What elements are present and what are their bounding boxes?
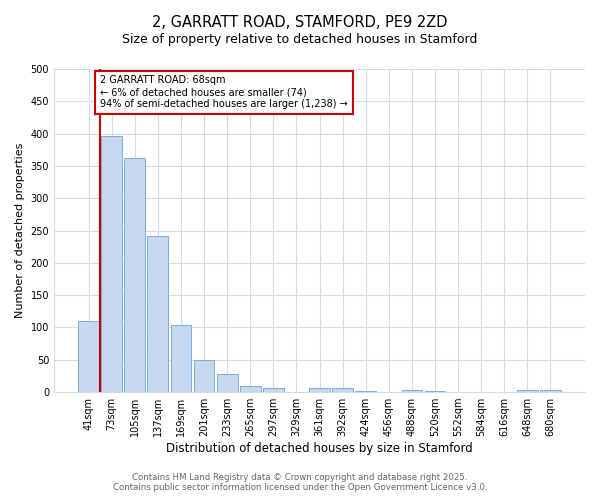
Bar bbox=[240, 386, 260, 392]
Bar bbox=[425, 391, 445, 392]
Text: 2 GARRATT ROAD: 68sqm
← 6% of detached houses are smaller (74)
94% of semi-detac: 2 GARRATT ROAD: 68sqm ← 6% of detached h… bbox=[100, 76, 348, 108]
Bar bbox=[517, 390, 538, 392]
Bar bbox=[263, 388, 284, 392]
Bar bbox=[78, 321, 99, 392]
Bar bbox=[194, 360, 214, 392]
Bar bbox=[332, 388, 353, 392]
Bar bbox=[309, 388, 330, 392]
Bar bbox=[170, 325, 191, 392]
Text: 2, GARRATT ROAD, STAMFORD, PE9 2ZD: 2, GARRATT ROAD, STAMFORD, PE9 2ZD bbox=[152, 15, 448, 30]
Text: Size of property relative to detached houses in Stamford: Size of property relative to detached ho… bbox=[122, 32, 478, 46]
Y-axis label: Number of detached properties: Number of detached properties bbox=[15, 143, 25, 318]
Bar bbox=[401, 390, 422, 392]
Bar bbox=[540, 390, 561, 392]
Bar bbox=[101, 136, 122, 392]
Bar bbox=[355, 391, 376, 392]
Bar bbox=[148, 236, 168, 392]
Text: Contains HM Land Registry data © Crown copyright and database right 2025.
Contai: Contains HM Land Registry data © Crown c… bbox=[113, 473, 487, 492]
Bar bbox=[124, 158, 145, 392]
X-axis label: Distribution of detached houses by size in Stamford: Distribution of detached houses by size … bbox=[166, 442, 473, 455]
Bar bbox=[217, 374, 238, 392]
